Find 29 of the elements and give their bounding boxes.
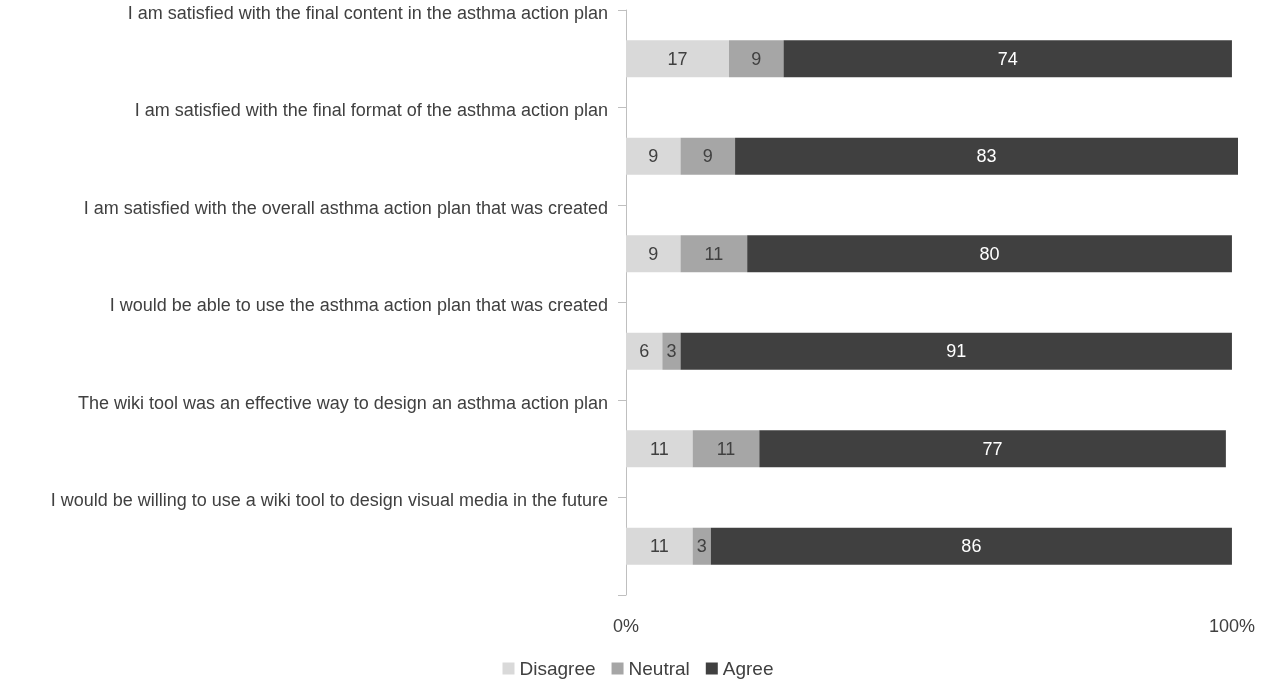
y-tick-label: I would be able to use the asthma action plan that was created [109,295,608,316]
x-tick-label: 100% [1208,616,1255,636]
legend-label: Disagree [519,658,596,679]
data-label: 74 [997,48,1018,69]
y-tick-label: The wiki tool was an effective way to design an asthma action plan [78,392,608,413]
data-label: 80 [979,243,1000,264]
y-tick-label: I am satisfied with the final content in the asthma action plan [127,2,608,23]
data-label: 6 [639,341,650,362]
data-label: 86 [961,536,982,557]
y-tick-label: I am satisfied with the final format of the asthma action plan [134,100,608,121]
data-label: 11 [649,438,669,459]
data-label: 91 [946,341,967,362]
data-label: 83 [976,146,997,167]
legend-label: Agree [722,658,774,679]
y-tick-label: I am satisfied with the overall asthma action plan that was created [83,197,608,218]
data-label: 9 [648,243,659,264]
data-label: 77 [982,438,1003,459]
data-label: 11 [704,243,724,264]
data-label: 3 [696,536,707,557]
y-tick-label: I would be willing to use a wiki tool to design visual media in the future [50,490,608,511]
data-label: 9 [751,48,762,69]
data-label: 3 [666,341,677,362]
x-tick-label: 0% [612,616,640,636]
data-label: 9 [702,146,713,167]
data-label: 17 [667,48,688,69]
legend-label: Neutral [628,658,690,679]
data-label: 9 [648,146,659,167]
data-label: 11 [649,536,669,557]
data-label: 11 [716,438,736,459]
